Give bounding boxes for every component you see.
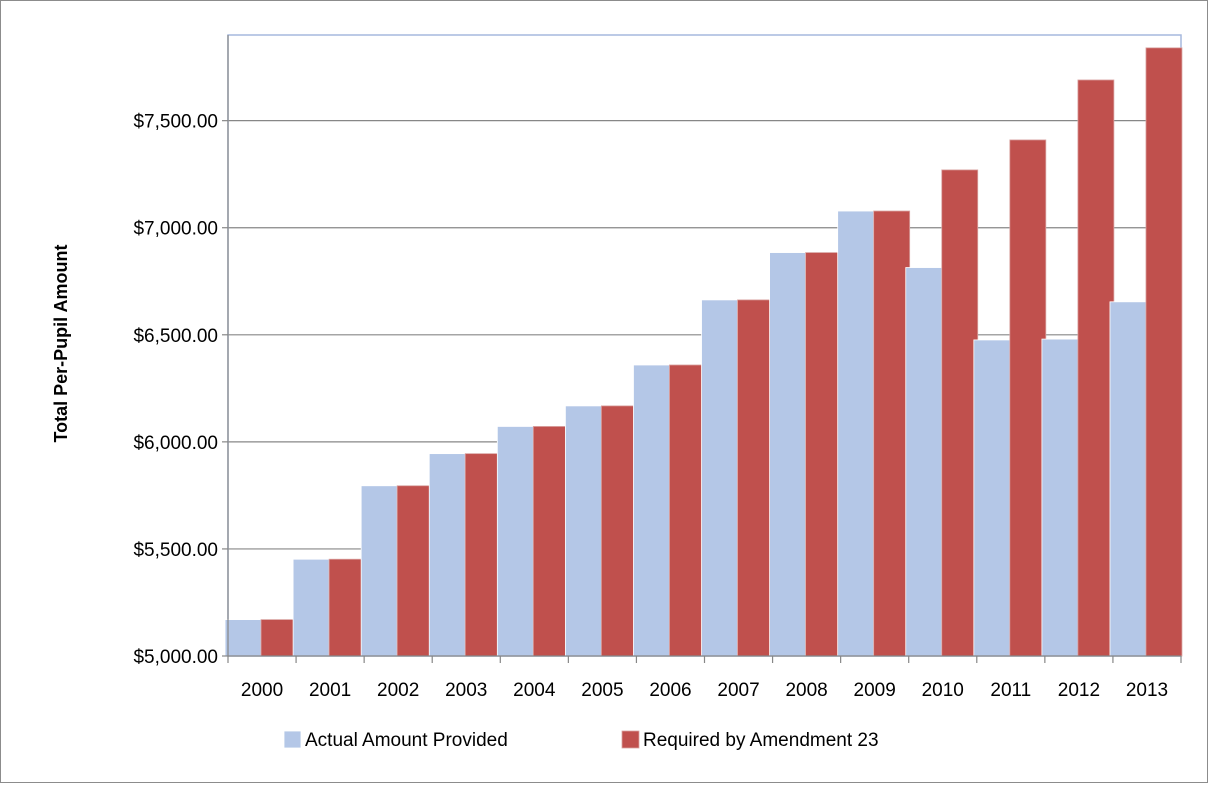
bar-required-amount xyxy=(260,619,298,657)
x-tick-label: 2004 xyxy=(513,680,556,701)
bar-actual-amount xyxy=(633,364,670,657)
y-tick-label: $7,000.00 xyxy=(133,219,218,240)
x-tick-label: 2007 xyxy=(717,680,759,701)
bar-actual-amount xyxy=(1041,338,1079,657)
y-tick-label: $6,500.00 xyxy=(133,326,218,347)
bar-actual-amount xyxy=(973,339,1011,657)
x-tick-labels: 2000 2001 2002 2003 2004 2005 2006 2007 2008 2009… xyxy=(241,680,1168,701)
legend-label-actual: Actual Amount Provided xyxy=(305,730,508,751)
bar-required-amount xyxy=(805,252,843,657)
y-axis-title: Total Per-Pupil Amount xyxy=(51,245,71,443)
bar-required-amount xyxy=(600,405,638,657)
bar-actual-amount xyxy=(769,252,807,657)
bar-required-amount xyxy=(328,558,366,657)
x-tick-label: 2010 xyxy=(922,680,964,701)
x-tick-label: 2000 xyxy=(241,680,283,701)
bar-actual-amount xyxy=(701,299,738,657)
bar-actual-amount xyxy=(837,210,875,657)
x-tick-label: 2012 xyxy=(1058,680,1100,701)
bar-required-amount xyxy=(1009,139,1047,657)
bar-actual-amount xyxy=(1109,301,1147,657)
bar-required-amount xyxy=(1145,47,1183,657)
x-tick-label: 2005 xyxy=(581,680,623,701)
legend-swatch-actual xyxy=(283,730,302,749)
x-tick-label: 2013 xyxy=(1126,680,1168,701)
y-tick-label: $5,000.00 xyxy=(133,647,218,668)
bar-actual-amount xyxy=(564,405,602,657)
bar-required-amount xyxy=(396,485,434,657)
bar-required-amount xyxy=(941,169,979,657)
x-tick-label: 2008 xyxy=(785,680,827,701)
x-tick-label: 2001 xyxy=(309,680,351,701)
x-tick-label: 2006 xyxy=(649,680,691,701)
y-tick-labels: $5,000.00 $5,500.00 $6,000.00 $6,500.00 $7,0… xyxy=(133,112,218,668)
y-tick-label: $5,500.00 xyxy=(133,540,218,561)
bar-required-amount xyxy=(737,299,774,657)
bar-actual-amount xyxy=(224,619,262,657)
legend-label-required: Required by Amendment 23 xyxy=(643,730,879,751)
bars xyxy=(224,47,1183,657)
legend: Actual Amount Provided Required by Amendm… xyxy=(283,730,879,751)
bar-required-amount xyxy=(1077,79,1115,657)
axes xyxy=(222,35,1182,663)
y-tick-label: $6,000.00 xyxy=(133,433,218,454)
x-tick-label: 2002 xyxy=(377,680,419,701)
bar-required-amount xyxy=(532,426,570,657)
bar-required-amount xyxy=(873,210,911,657)
x-tick-label: 2011 xyxy=(990,680,1031,701)
bar-actual-amount xyxy=(905,267,943,657)
bar-actual-amount xyxy=(292,558,330,657)
legend-swatch-required xyxy=(621,730,640,749)
bar-required-amount xyxy=(464,453,502,657)
x-tick-label: 2003 xyxy=(445,680,487,701)
y-tick-label: $7,500.00 xyxy=(133,112,218,133)
x-tick-label: 2009 xyxy=(854,680,896,701)
bar-actual-amount xyxy=(360,485,398,657)
bar-actual-amount xyxy=(428,453,466,657)
bar-actual-amount xyxy=(496,426,534,657)
bar-required-amount xyxy=(669,364,706,657)
